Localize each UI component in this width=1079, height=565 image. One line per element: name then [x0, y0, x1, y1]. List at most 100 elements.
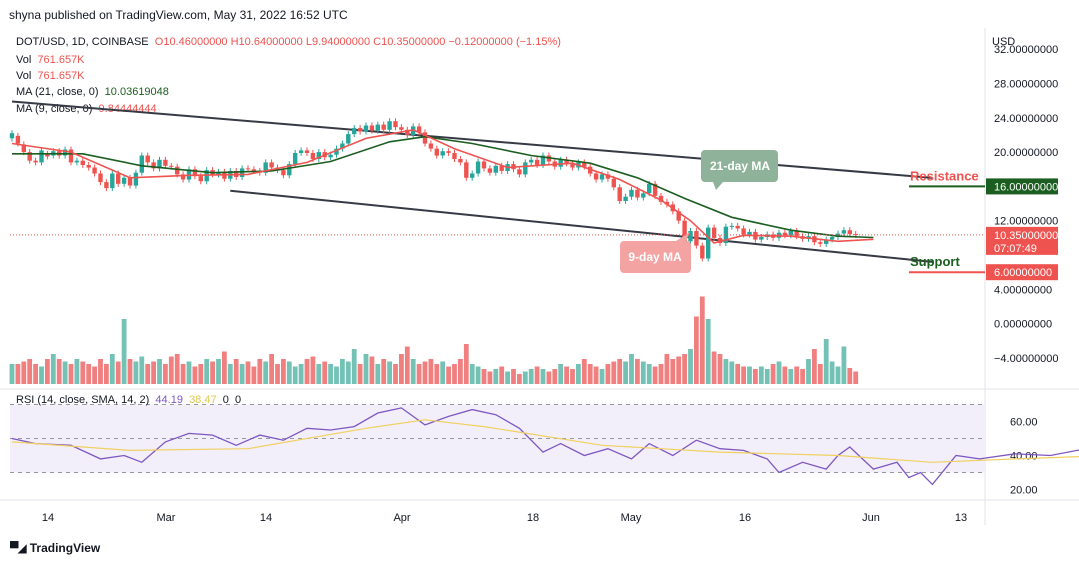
candle-body	[269, 162, 274, 168]
candle-body	[281, 170, 286, 176]
candle-body	[605, 174, 611, 179]
candle-body	[611, 178, 616, 188]
candle-body	[658, 195, 664, 202]
time-tick-label: 14	[260, 512, 272, 524]
candle-body	[422, 132, 428, 144]
moving-averages	[11, 128, 874, 244]
volume-bar	[21, 361, 27, 384]
rsi-tick-label: 20.00	[1010, 485, 1038, 497]
candle-body	[735, 225, 740, 229]
volume-bar	[104, 364, 109, 384]
volume-bar	[452, 364, 457, 384]
candle-body	[293, 153, 298, 165]
rsi-extra-2: 0	[234, 394, 242, 406]
volume-bar	[463, 344, 469, 384]
volume-bar	[15, 364, 21, 384]
candle-body	[33, 160, 38, 163]
volume-bar	[139, 356, 145, 384]
candle-body	[15, 135, 21, 144]
candle-body	[45, 153, 50, 157]
candle-body	[287, 164, 292, 176]
candlesticks	[9, 118, 858, 262]
volume-bar	[735, 364, 741, 384]
rsi-line	[11, 407, 1079, 486]
volume-bar	[812, 349, 817, 384]
candle-body	[352, 128, 357, 135]
volume-bar	[198, 364, 204, 384]
candle-body	[375, 124, 380, 131]
trend-channel	[11, 100, 933, 263]
volume-bar	[216, 359, 221, 384]
volume-bar	[629, 354, 634, 384]
volume-bar	[340, 359, 345, 384]
ma9-callout-pointer	[676, 232, 690, 241]
tradingview-logo-icon: ▀◢	[10, 541, 27, 555]
volume-bar	[192, 366, 198, 384]
time-tick-label: Mar	[157, 512, 176, 524]
volume-bar	[440, 361, 446, 384]
candle-body	[434, 148, 439, 156]
rsi-sma-value: 38.47	[189, 394, 217, 406]
candle-body	[68, 149, 74, 163]
candle-body	[405, 129, 410, 135]
publisher-line: shyna published on TradingView.com, May …	[9, 8, 348, 22]
volume-bar	[475, 366, 481, 384]
callouts: 21-day MA 9-day MA	[620, 150, 778, 273]
volume-bar	[640, 361, 646, 384]
time-tick-label: 18	[527, 512, 539, 524]
volume-bar	[576, 364, 581, 384]
volume-bar	[800, 369, 805, 384]
tradingview-logo[interactable]: ▀◢ TradingView	[10, 541, 100, 555]
time-tick-label: Apr	[393, 512, 410, 524]
legend-volume-row-1: Vol 761.657K	[16, 54, 85, 66]
volume-bar	[635, 359, 640, 384]
ma9-line	[11, 128, 874, 244]
volume-bar	[80, 361, 86, 384]
candle-body	[652, 183, 658, 196]
candle-body	[794, 231, 799, 237]
candle-body	[39, 150, 44, 163]
candle-body	[723, 226, 729, 243]
volume-bar	[758, 366, 764, 384]
volume-bar	[682, 354, 687, 384]
candle-body	[163, 159, 168, 166]
candle-body	[824, 239, 829, 244]
candle-body	[470, 173, 475, 178]
support-label: Support	[910, 254, 960, 269]
volume-bar	[546, 371, 552, 384]
volume-bar	[322, 361, 328, 384]
candle-body	[192, 169, 198, 177]
candle-body	[499, 165, 504, 171]
volume-bar	[528, 369, 534, 384]
volume-bar	[434, 364, 440, 384]
last-price-countdown: 07:07:49	[994, 243, 1037, 255]
rsi-value: 44.19	[155, 394, 183, 406]
price-tick-label: 32.00000000	[994, 44, 1058, 56]
volume-bar	[157, 359, 162, 384]
symbol-label[interactable]: DOT/USD, 1D, COINBASE	[16, 36, 149, 48]
volume-bar	[204, 359, 210, 384]
time-tick-label: 14	[42, 512, 54, 524]
time-tick-label: May	[621, 512, 642, 524]
candle-body	[647, 183, 652, 194]
candle-body	[729, 225, 734, 227]
volume-bar	[275, 364, 280, 384]
candle-body	[623, 196, 628, 201]
resistance-value: 16.00000000	[994, 181, 1058, 193]
channel-line-upper	[11, 100, 933, 179]
price-tick-label: 28.00000000	[994, 78, 1058, 90]
rsi-tick-label: 40.00	[1010, 451, 1038, 463]
volume-bar	[257, 359, 263, 384]
candle-body	[198, 176, 203, 182]
volume-bar	[334, 366, 339, 384]
volume-bar	[782, 366, 788, 384]
volume-bar	[605, 364, 611, 384]
volume-bar	[251, 366, 257, 384]
ma21-line	[12, 135, 874, 239]
rsi-pane: 60.00 40.00 20.00	[10, 404, 1079, 497]
volume-bar	[847, 368, 853, 384]
candle-body	[121, 177, 127, 184]
